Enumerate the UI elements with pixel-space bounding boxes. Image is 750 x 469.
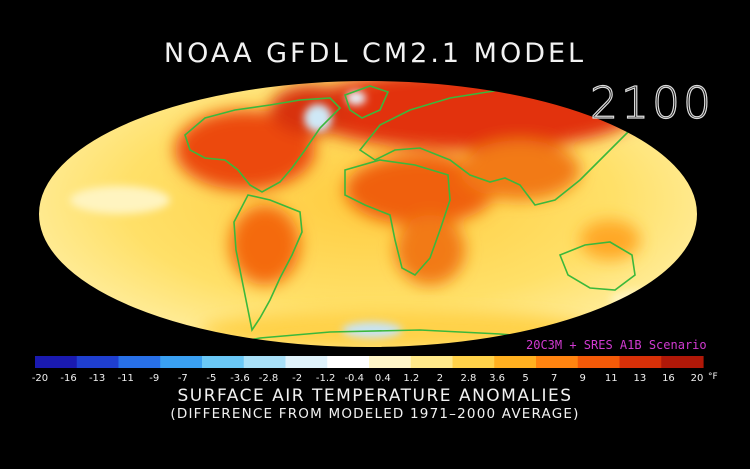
- year-label: 2100: [589, 77, 714, 129]
- colorbar-tick-label: -1.2: [316, 373, 336, 384]
- colorbar-segment: [118, 356, 161, 368]
- colorbar-tick-label: 2: [437, 373, 443, 384]
- map-globe: [38, 80, 698, 348]
- colorbar-tick-label: 13: [634, 373, 647, 384]
- footer-title: SURFACE AIR TEMPERATURE ANOMALIES: [177, 386, 573, 406]
- colorbar-segment: [619, 356, 662, 368]
- footer-subtitle: (DIFFERENCE FROM MODELED 1971–2000 AVERA…: [170, 406, 580, 422]
- colorbar-segment: [327, 356, 370, 368]
- colorbar-tick-label: 0.4: [375, 373, 391, 384]
- colorbar-ticks: -20 -16 -13 -11 -9 -7 -5 -3.6 -2.8 -2 -1.2 -0.4 0.4 1…: [32, 372, 718, 384]
- colorbar-segment: [76, 356, 120, 368]
- colorbar-unit: °F: [708, 372, 718, 382]
- colorbar-tick-label: 9: [580, 373, 586, 384]
- colorbar-tick-label: -3.6: [230, 373, 250, 384]
- africa-coast: [344, 159, 451, 277]
- colorbar-tick-label: -9: [149, 373, 159, 384]
- colorbar-segment: [202, 356, 245, 368]
- colorbar-segment: [410, 356, 454, 368]
- colorbar-tick-label: 7: [551, 373, 557, 384]
- colorbar-segment: [160, 356, 203, 368]
- colorbar-tick-label: 5: [522, 373, 528, 384]
- colorbar-tick-label: 1.2: [403, 373, 419, 384]
- colorbar-tick-label: -7: [178, 373, 188, 384]
- colorbar-tick-label: -11: [118, 373, 134, 384]
- australia-coast: [558, 241, 636, 291]
- page-title: NOAA GFDL CM2.1 MODEL: [163, 38, 587, 69]
- colorbar-tick-label: -13: [89, 373, 105, 384]
- greenland-coast: [343, 85, 390, 119]
- colorbar-segment: [243, 356, 287, 368]
- colorbar-tick-label: 2.8: [461, 373, 477, 384]
- colorbar-tick-label: 3.6: [489, 373, 505, 384]
- colorbar-segment: [494, 356, 537, 368]
- colorbar-tick-label: -5: [206, 373, 216, 384]
- scenario-label: 20C3M + SRES A1B Scenario: [526, 338, 707, 352]
- colorbar-segment: [452, 356, 495, 368]
- eurasia-coast: [358, 89, 642, 206]
- colorbar-tick-label: -2: [292, 373, 302, 384]
- colorbar-segment: [577, 356, 621, 368]
- colorbar-segments: [35, 356, 704, 368]
- colorbar-tick-label: 16: [662, 373, 675, 384]
- colorbar-segment: [661, 356, 704, 368]
- colorbar-tick-label: -2.8: [259, 373, 279, 384]
- colorbar-segment: [285, 356, 328, 368]
- colorbar-tick-label: -0.4: [344, 373, 364, 384]
- north-america-coast: [184, 97, 342, 193]
- colorbar-tick-label: 20: [691, 373, 704, 384]
- colorbar-segment: [35, 356, 78, 368]
- colorbar-segment: [536, 356, 579, 368]
- colorbar-tick-label: 11: [605, 373, 618, 384]
- south-america-coast: [233, 194, 303, 333]
- colorbar-tick-label: -16: [60, 373, 76, 384]
- globe-outline: [37, 79, 699, 349]
- colorbar-segment: [369, 356, 412, 368]
- colorbar-tick-label: -20: [32, 373, 48, 384]
